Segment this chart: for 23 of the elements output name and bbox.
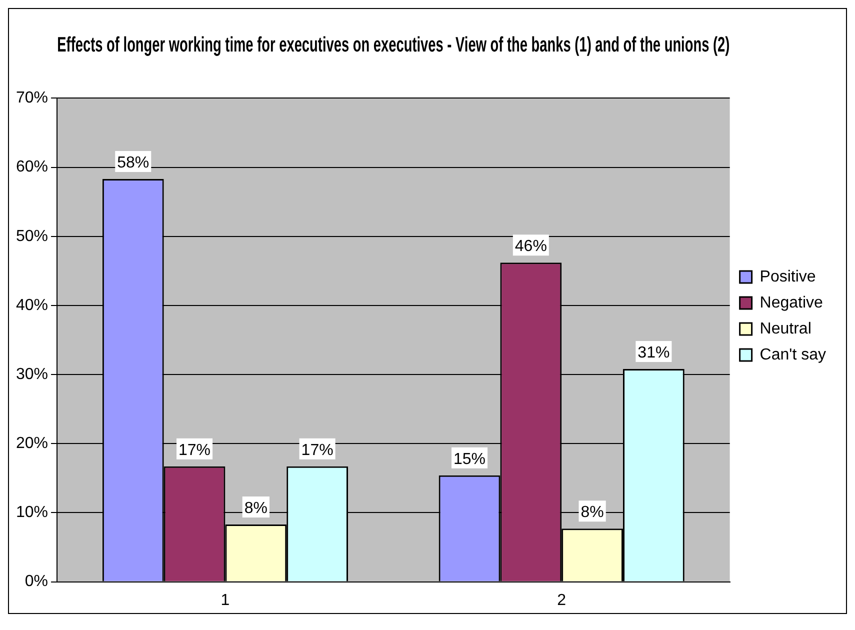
data-label: 8%: [580, 504, 604, 522]
data-label: 58%: [117, 154, 150, 172]
x-tick-label: 2: [557, 592, 566, 609]
y-tick-label: 50%: [16, 228, 48, 245]
y-tick-label: 0%: [24, 573, 48, 590]
y-tick-label: 70%: [16, 90, 48, 107]
data-label: 46%: [514, 238, 547, 256]
x-tick-label: 1: [220, 592, 230, 609]
y-tick-label: 40%: [16, 296, 48, 314]
data-label: 15%: [454, 450, 486, 468]
legend-label: Positive: [760, 268, 816, 286]
legend-label: Can't say: [760, 346, 826, 364]
legend-label: Negative: [760, 294, 824, 312]
data-label: 31%: [638, 344, 670, 362]
y-tick-label: 20%: [16, 435, 48, 452]
legend-label: Neutral: [760, 320, 812, 338]
y-tick-label: 30%: [16, 366, 48, 383]
y-tick-label: 60%: [16, 158, 48, 176]
data-label: 17%: [301, 442, 334, 459]
data-label: 17%: [178, 442, 211, 459]
y-tick-label: 10%: [16, 504, 48, 522]
chart-title: Effects of longer working time for executives on executives - View of the banks (1) and of the unions (2): [57, 32, 730, 56]
data-label: 8%: [244, 500, 268, 517]
